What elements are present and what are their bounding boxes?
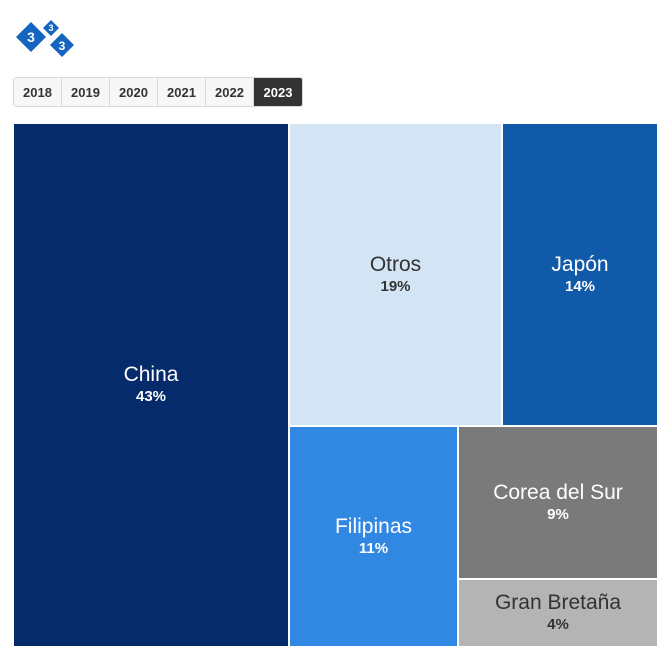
tab-2023[interactable]: 2023 bbox=[254, 78, 302, 106]
logo-diamond-top: 3 bbox=[43, 20, 59, 36]
treemap-cell-percent: 9% bbox=[547, 505, 569, 523]
svg-text:3: 3 bbox=[27, 29, 35, 45]
treemap-cell-china[interactable]: China 43% bbox=[13, 123, 289, 647]
tab-2022[interactable]: 2022 bbox=[206, 78, 254, 106]
tab-2019[interactable]: 2019 bbox=[62, 78, 110, 106]
treemap-cell-percent: 14% bbox=[564, 277, 596, 295]
treemap-cell-label: Gran Bretaña bbox=[494, 591, 622, 614]
treemap-cell-filipinas[interactable]: Filipinas 11% bbox=[289, 426, 458, 647]
treemap-cell-label: Otros bbox=[369, 252, 422, 276]
tab-2018[interactable]: 2018 bbox=[14, 78, 62, 106]
treemap-cell-gran-bretana[interactable]: Gran Bretaña 4% bbox=[458, 579, 658, 647]
treemap-cell-percent: 11% bbox=[358, 539, 389, 557]
treemap-cell-otros[interactable]: Otros 19% bbox=[289, 123, 502, 426]
treemap-cell-label: Corea del Sur bbox=[493, 480, 623, 504]
treemap-cell-corea-del-sur[interactable]: Corea del Sur 9% bbox=[458, 426, 658, 579]
year-tabs: 2018 2019 2020 2021 2022 2023 bbox=[13, 77, 303, 107]
svg-text:3: 3 bbox=[59, 39, 66, 53]
treemap-cell-japon[interactable]: Japón 14% bbox=[502, 123, 658, 426]
treemap-cell-label: China bbox=[123, 363, 179, 386]
treemap-cell-percent: 43% bbox=[135, 388, 167, 405]
svg-text:3: 3 bbox=[48, 23, 53, 33]
logo-diamond-right: 3 bbox=[50, 33, 74, 57]
logo-diamond-left: 3 bbox=[16, 22, 46, 52]
treemap-cell-label: Filipinas bbox=[334, 514, 413, 538]
treemap-cell-label: Japón bbox=[551, 252, 609, 276]
treemap-cell-percent: 4% bbox=[547, 616, 569, 633]
treemap-cell-percent: 19% bbox=[380, 277, 411, 295]
tab-2021[interactable]: 2021 bbox=[158, 78, 206, 106]
logo-icon: 3 3 3 bbox=[16, 20, 74, 57]
tab-2020[interactable]: 2020 bbox=[110, 78, 158, 106]
treemap-chart: China 43% Otros 19% Japón 14% Filipinas 11% Core… bbox=[13, 123, 658, 647]
